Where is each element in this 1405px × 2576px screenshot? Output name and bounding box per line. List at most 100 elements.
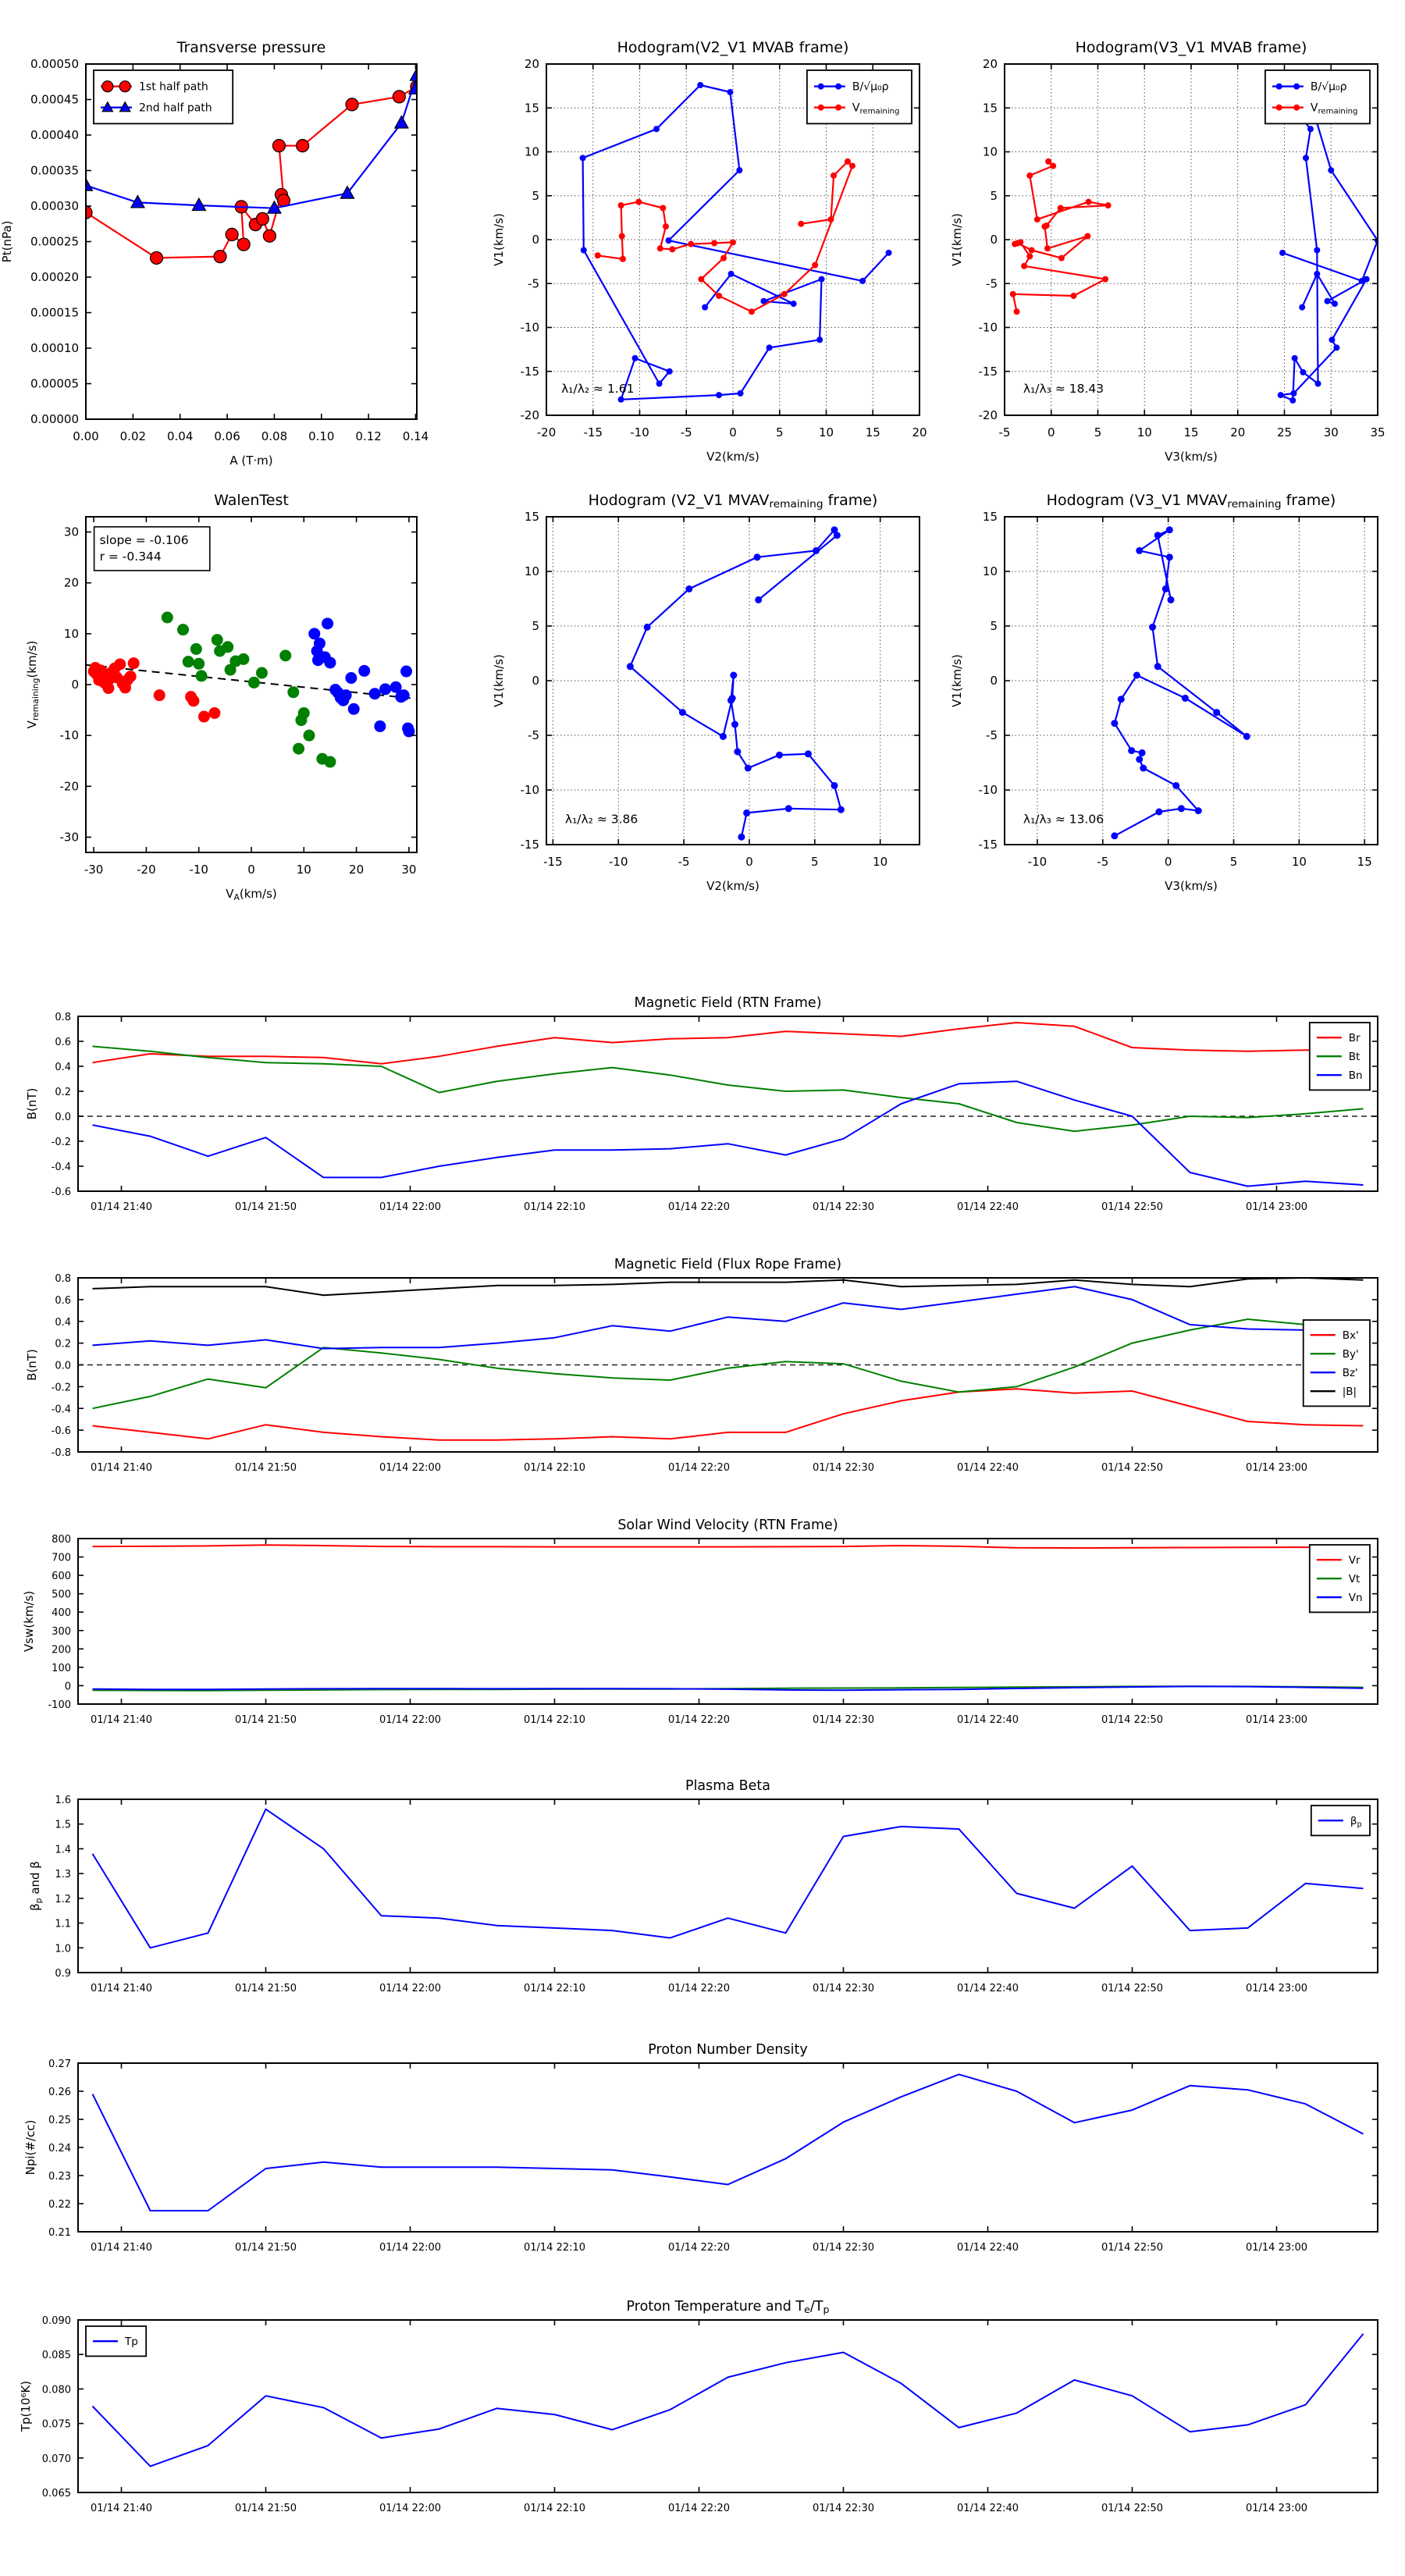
data-point-marker	[1136, 756, 1144, 763]
data-point-marker	[297, 706, 310, 719]
data-point-marker	[208, 706, 221, 719]
x-tick-label: 0	[1165, 855, 1172, 869]
series-Br	[92, 1022, 1364, 1065]
plot-hodogram-v2v1-mvab: -20 -15 -10 -5 0 5 10 15 20 -20 -15 -10 -5 0 5 10 15 20 λ₁…	[492, 39, 927, 464]
data-point-marker	[1302, 155, 1309, 162]
y-tick-label: -20	[979, 408, 998, 422]
series-Bx-prime	[92, 1388, 1364, 1441]
series-scatter-1st-interval	[87, 657, 221, 723]
series-By-prime	[92, 1318, 1364, 1410]
axes-background	[78, 1016, 1378, 1191]
data-point-marker	[197, 710, 210, 723]
data-point-marker	[737, 390, 744, 397]
y-tick-label: -5	[986, 276, 998, 290]
y-tick-label: -0.4	[52, 1162, 71, 1173]
data-point-marker	[262, 229, 276, 243]
plot-magnetic-field-rtn: 01/14 21:40 01/14 21:50 01/14 22:00 01/14 2…	[25, 995, 1378, 1213]
y-tick-label: 15	[983, 510, 998, 524]
data-point-marker	[247, 676, 260, 688]
data-point-marker	[660, 205, 667, 212]
x-tick-label: 01/14 23:00	[1246, 1714, 1307, 1726]
data-point-marker	[1009, 290, 1016, 297]
data-point-marker	[1293, 83, 1300, 90]
data-point-marker	[1328, 167, 1335, 174]
x-tick-label: 0	[729, 425, 737, 439]
x-tick-label: -20	[137, 863, 156, 877]
data-point-marker	[124, 671, 137, 683]
data-point-marker	[190, 642, 202, 655]
legend: 1st half path 2nd half path	[93, 69, 234, 125]
x-tick-label: 01/14 22:20	[668, 1983, 730, 1994]
y-tick-label: 30	[64, 525, 79, 539]
data-point-marker	[324, 756, 336, 768]
legend-label: B/√μ₀ρ	[1311, 81, 1347, 94]
x-tick-label: 20	[349, 863, 364, 877]
data-point-marker	[296, 139, 310, 153]
x-tick-label: 01/14 22:20	[668, 1201, 730, 1213]
data-point-marker	[191, 197, 207, 212]
axes-border	[77, 1016, 1378, 1192]
x-tick-label: 01/14 22:00	[379, 1983, 441, 1994]
data-point-marker	[580, 247, 587, 254]
y-tick-label: 600	[52, 1571, 71, 1582]
data-point-marker	[817, 104, 824, 111]
y-axis-label: βp​ and β	[28, 1861, 44, 1911]
data-point-marker	[1045, 158, 1052, 165]
x-tick-label: 0.06	[214, 429, 240, 443]
data-point-marker	[736, 167, 743, 174]
y-tick-label: 200	[52, 1644, 71, 1656]
chart-title: Hodogram (V2_V1 MVAVremaining​ frame)	[589, 492, 878, 511]
data-point-marker	[255, 667, 268, 679]
data-point-marker	[161, 611, 173, 624]
data-point-marker	[1314, 247, 1321, 254]
data-point-marker	[407, 80, 418, 94]
data-point-marker	[698, 276, 705, 283]
data-point-marker	[1026, 172, 1033, 179]
data-point-marker	[743, 809, 751, 817]
chart-title: Proton Number Density	[648, 2042, 807, 2058]
data-point-marker	[727, 89, 734, 95]
data-point-marker	[669, 246, 676, 253]
axes-border	[1004, 63, 1378, 416]
y-tick-label: 10	[64, 627, 79, 641]
chart-title: WalenTest	[214, 492, 289, 509]
x-tick-label: 01/14 22:40	[957, 1462, 1019, 1474]
data-point-marker	[1149, 623, 1157, 631]
data-point-marker	[643, 623, 651, 631]
data-point-marker	[1314, 270, 1321, 277]
x-tick-label: 01/14 22:30	[813, 1714, 874, 1726]
x-tick-label: -30	[84, 863, 104, 877]
y-tick-label: 1.4	[55, 1844, 71, 1856]
data-point-marker	[1138, 749, 1146, 756]
y-tick-label: 0.070	[42, 2453, 71, 2465]
data-point-marker	[678, 709, 686, 717]
data-point-marker	[804, 750, 812, 758]
x-tick-label: 01/14 22:30	[813, 1462, 874, 1474]
data-point-marker	[403, 725, 415, 738]
y-tick-label: 0.00025	[30, 235, 79, 249]
series-beta-p	[91, 1808, 1364, 1949]
x-tick-label: 01/14 22:10	[524, 1201, 585, 1213]
y-tick-label: 0.075	[42, 2419, 71, 2431]
data-point-marker	[193, 657, 205, 670]
data-point-marker	[1155, 808, 1163, 816]
data-point-marker	[102, 682, 115, 695]
legend-label: Bn	[1349, 1069, 1363, 1082]
data-point-marker	[831, 172, 838, 179]
chart-title: Hodogram (V3_V1 MVAVremaining​ frame)	[1047, 492, 1336, 511]
x-tick-label: -15	[543, 855, 563, 869]
data-point-marker	[702, 304, 709, 311]
x-tick-label: 01/14 22:10	[524, 2242, 585, 2254]
legend-label: |B|	[1343, 1386, 1357, 1398]
series-Bt	[92, 1045, 1364, 1133]
y-tick-label: -15	[521, 365, 540, 379]
x-tick-label: -5	[681, 425, 692, 439]
legend: βp​	[1310, 1805, 1371, 1837]
data-point-marker	[400, 665, 413, 678]
chart-title: Solar Wind Velocity (RTN Frame)	[617, 1517, 838, 1533]
y-tick-label: 1.1	[55, 1919, 71, 1930]
x-tick-label: 01/14 21:50	[235, 1714, 297, 1726]
y-tick-label: 0.9	[55, 1968, 71, 1980]
series-B-over-sqrt-mu0rho	[579, 82, 892, 403]
data-point-marker	[329, 684, 342, 696]
